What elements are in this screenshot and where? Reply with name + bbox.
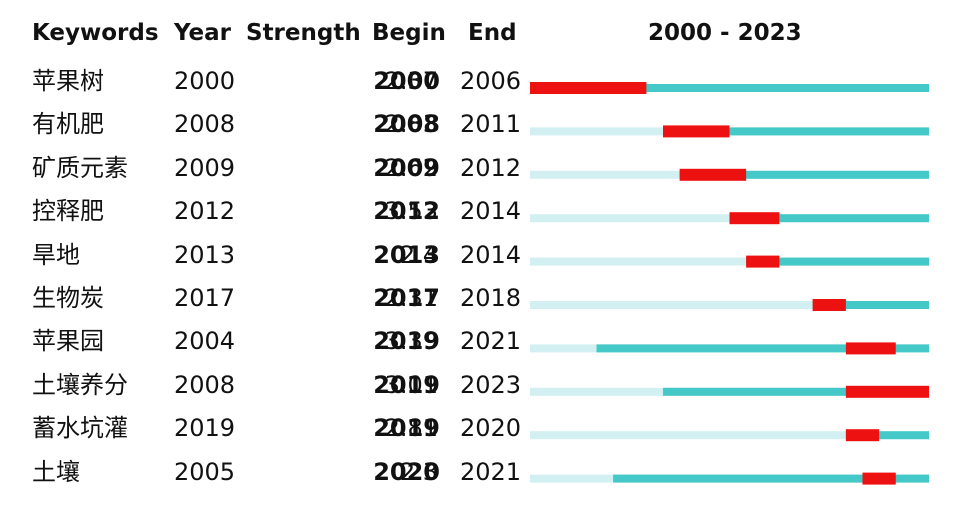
year-value: 2013	[174, 240, 236, 269]
active-span	[596, 344, 929, 353]
active-span	[663, 387, 929, 396]
header-range: 2000 - 2023	[648, 20, 802, 46]
year-value: 2008	[174, 370, 236, 399]
burst-span	[845, 429, 880, 442]
inactive-span	[530, 257, 929, 266]
keyword-label: 生物炭	[32, 284, 104, 312]
active-span	[729, 214, 929, 223]
active-span	[812, 301, 929, 309]
strength-value: 2.4	[399, 240, 438, 269]
burst-span	[679, 168, 747, 181]
active-span	[679, 170, 929, 179]
strength-value: 2.83	[384, 110, 438, 139]
inactive-span	[530, 301, 929, 309]
strength-value: 2.3	[399, 457, 438, 486]
year-value: 2004	[174, 327, 236, 356]
year-value: 2005	[174, 457, 236, 486]
header-strength: Strength	[246, 20, 361, 46]
strength-value: 3.01	[384, 370, 438, 399]
strength-value: 2.62	[384, 153, 438, 182]
active-span	[530, 84, 929, 92]
burst-span	[812, 299, 846, 311]
burst-span	[663, 125, 730, 138]
active-span	[746, 257, 929, 266]
end-value: 2006	[460, 67, 522, 95]
begin-value: 2017	[373, 284, 440, 312]
active-span	[663, 127, 929, 136]
strength-value: 2.81	[384, 414, 438, 443]
end-value: 2014	[460, 197, 522, 226]
keyword-label: 旱地	[32, 240, 80, 269]
keyword-label: 控释肥	[32, 197, 104, 226]
strength-value: 3.39	[384, 327, 438, 356]
begin-value: 2008	[373, 110, 440, 139]
year-value: 2009	[174, 153, 236, 182]
year-value: 2008	[174, 110, 236, 139]
active-span	[845, 431, 929, 440]
end-value: 2021	[460, 457, 522, 486]
begin-value: 2000	[373, 67, 440, 95]
end-value: 2023	[460, 370, 522, 399]
end-value: 2012	[460, 153, 522, 182]
year-value: 2017	[174, 284, 236, 312]
burst-span	[746, 255, 780, 268]
begin-value: 2019	[373, 327, 440, 356]
keyword-label: 苹果树	[32, 67, 104, 95]
end-value: 2014	[460, 240, 522, 269]
keyword-label: 矿质元素	[32, 153, 128, 182]
end-value: 2011	[460, 110, 522, 139]
header-keywords: Keywords	[32, 20, 159, 46]
end-value: 2021	[460, 327, 522, 356]
begin-value: 2012	[373, 197, 440, 226]
header-end: End	[468, 20, 517, 46]
inactive-span	[530, 431, 929, 440]
burst-span	[845, 342, 896, 355]
end-value: 2020	[460, 414, 522, 443]
year-value: 2019	[174, 414, 236, 443]
begin-value: 2020	[373, 457, 440, 486]
keyword-label: 有机肥	[32, 110, 104, 139]
burst-span	[729, 212, 780, 225]
keyword-label: 土壤养分	[32, 370, 128, 399]
begin-value: 2019	[373, 414, 440, 443]
burst-span	[845, 385, 929, 398]
begin-value: 2019	[373, 370, 440, 399]
year-value: 2000	[174, 67, 236, 95]
strength-value: 2.31	[384, 284, 438, 312]
year-value: 2012	[174, 197, 236, 226]
strength-value: 3.53	[384, 197, 438, 226]
end-value: 2018	[460, 284, 522, 312]
active-span	[613, 474, 929, 483]
strength-value: 2.37	[384, 67, 438, 95]
begin-value: 2009	[373, 153, 440, 182]
keyword-label: 苹果园	[32, 327, 104, 356]
burst-span	[862, 472, 896, 485]
burst-span	[530, 82, 647, 94]
header-year: Year	[174, 20, 232, 46]
begin-value: 2013	[373, 240, 440, 269]
header-begin: Begin	[372, 20, 446, 46]
keyword-label: 土壤	[32, 457, 80, 486]
keyword-label: 蓄水坑灌	[32, 414, 128, 443]
